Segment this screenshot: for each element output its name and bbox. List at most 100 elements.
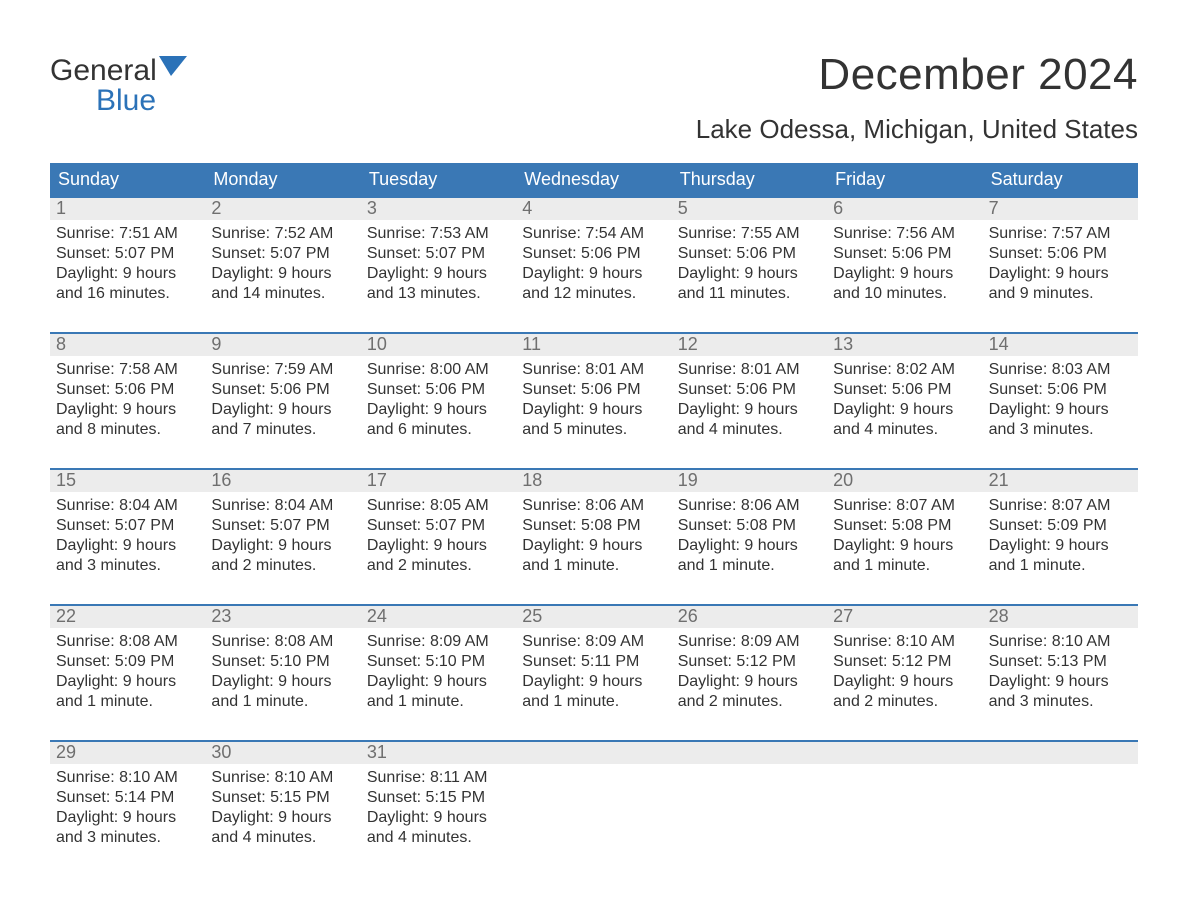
sunrise-line: Sunrise: 8:01 AM xyxy=(678,360,821,380)
sunset-line: Sunset: 5:06 PM xyxy=(522,244,665,264)
calendar-cell: Sunrise: 7:52 AMSunset: 5:07 PMDaylight:… xyxy=(205,220,360,316)
day-number: 24 xyxy=(361,606,516,628)
calendar-cell: Sunrise: 8:11 AMSunset: 5:15 PMDaylight:… xyxy=(361,764,516,860)
location: Lake Odessa, Michigan, United States xyxy=(696,114,1138,145)
brand-bottom-text: Blue xyxy=(50,86,193,116)
sunset-line: Sunset: 5:07 PM xyxy=(367,244,510,264)
day-number: 6 xyxy=(827,198,982,220)
daylight-line: Daylight: 9 hours and 1 minute. xyxy=(522,536,665,576)
calendar-cell: Sunrise: 8:09 AMSunset: 5:11 PMDaylight:… xyxy=(516,628,671,724)
sunset-line: Sunset: 5:09 PM xyxy=(989,516,1132,536)
sunrise-line: Sunrise: 8:03 AM xyxy=(989,360,1132,380)
weekday-monday: Monday xyxy=(205,163,360,196)
sunrise-line: Sunrise: 8:04 AM xyxy=(211,496,354,516)
daylight-line: Daylight: 9 hours and 10 minutes. xyxy=(833,264,976,304)
brand-flag-icon xyxy=(159,56,193,86)
day-number: 1 xyxy=(50,198,205,220)
sunrise-line: Sunrise: 8:10 AM xyxy=(989,632,1132,652)
daynum-row: 1234567 xyxy=(50,198,1138,220)
brand-logo: General Blue xyxy=(50,50,193,116)
day-number: 15 xyxy=(50,470,205,492)
daylight-line: Daylight: 9 hours and 16 minutes. xyxy=(56,264,199,304)
calendar-week: 891011121314Sunrise: 7:58 AMSunset: 5:06… xyxy=(50,332,1138,452)
calendar-cell: Sunrise: 8:06 AMSunset: 5:08 PMDaylight:… xyxy=(672,492,827,588)
day-number: 23 xyxy=(205,606,360,628)
sunrise-line: Sunrise: 8:10 AM xyxy=(211,768,354,788)
header: General Blue December 2024 Lake Odessa, … xyxy=(50,50,1138,145)
day-number: 4 xyxy=(516,198,671,220)
calendar-cell: Sunrise: 7:57 AMSunset: 5:06 PMDaylight:… xyxy=(983,220,1138,316)
sunrise-line: Sunrise: 7:53 AM xyxy=(367,224,510,244)
calendar-cell: Sunrise: 8:08 AMSunset: 5:09 PMDaylight:… xyxy=(50,628,205,724)
calendar-cell xyxy=(672,764,827,860)
sunrise-line: Sunrise: 8:01 AM xyxy=(522,360,665,380)
calendar-cell: Sunrise: 8:10 AMSunset: 5:13 PMDaylight:… xyxy=(983,628,1138,724)
calendar-cell: Sunrise: 8:08 AMSunset: 5:10 PMDaylight:… xyxy=(205,628,360,724)
sunset-line: Sunset: 5:12 PM xyxy=(833,652,976,672)
sunset-line: Sunset: 5:14 PM xyxy=(56,788,199,808)
calendar-week: 293031Sunrise: 8:10 AMSunset: 5:14 PMDay… xyxy=(50,740,1138,860)
sunrise-line: Sunrise: 8:07 AM xyxy=(833,496,976,516)
sunset-line: Sunset: 5:07 PM xyxy=(56,244,199,264)
daylight-line: Daylight: 9 hours and 5 minutes. xyxy=(522,400,665,440)
day-number: 25 xyxy=(516,606,671,628)
sunrise-line: Sunrise: 8:06 AM xyxy=(522,496,665,516)
daylight-line: Daylight: 9 hours and 3 minutes. xyxy=(989,400,1132,440)
day-number: 18 xyxy=(516,470,671,492)
sunrise-line: Sunrise: 7:59 AM xyxy=(211,360,354,380)
weekday-thursday: Thursday xyxy=(672,163,827,196)
daylight-line: Daylight: 9 hours and 2 minutes. xyxy=(211,536,354,576)
calendar-cell: Sunrise: 8:09 AMSunset: 5:12 PMDaylight:… xyxy=(672,628,827,724)
sunrise-line: Sunrise: 8:07 AM xyxy=(989,496,1132,516)
title-block: December 2024 Lake Odessa, Michigan, Uni… xyxy=(696,50,1138,145)
calendar-week: 22232425262728Sunrise: 8:08 AMSunset: 5:… xyxy=(50,604,1138,724)
calendar-cell: Sunrise: 8:01 AMSunset: 5:06 PMDaylight:… xyxy=(516,356,671,452)
daylight-line: Daylight: 9 hours and 1 minute. xyxy=(211,672,354,712)
day-number: 19 xyxy=(672,470,827,492)
sunset-line: Sunset: 5:06 PM xyxy=(56,380,199,400)
calendar-cell: Sunrise: 8:10 AMSunset: 5:14 PMDaylight:… xyxy=(50,764,205,860)
daylight-line: Daylight: 9 hours and 2 minutes. xyxy=(833,672,976,712)
daylight-line: Daylight: 9 hours and 2 minutes. xyxy=(678,672,821,712)
sunset-line: Sunset: 5:07 PM xyxy=(367,516,510,536)
sunset-line: Sunset: 5:15 PM xyxy=(211,788,354,808)
calendar-cell: Sunrise: 8:07 AMSunset: 5:09 PMDaylight:… xyxy=(983,492,1138,588)
calendar-cell xyxy=(516,764,671,860)
sunset-line: Sunset: 5:06 PM xyxy=(678,244,821,264)
calendar-cell: Sunrise: 8:10 AMSunset: 5:12 PMDaylight:… xyxy=(827,628,982,724)
day-number: 3 xyxy=(361,198,516,220)
weekday-sunday: Sunday xyxy=(50,163,205,196)
calendar-cell: Sunrise: 7:59 AMSunset: 5:06 PMDaylight:… xyxy=(205,356,360,452)
daynum-row: 15161718192021 xyxy=(50,470,1138,492)
calendar-cell: Sunrise: 8:03 AMSunset: 5:06 PMDaylight:… xyxy=(983,356,1138,452)
sunset-line: Sunset: 5:10 PM xyxy=(367,652,510,672)
sunrise-line: Sunrise: 8:10 AM xyxy=(56,768,199,788)
calendar-cell xyxy=(827,764,982,860)
daylight-line: Daylight: 9 hours and 13 minutes. xyxy=(367,264,510,304)
calendar-week: 15161718192021Sunrise: 8:04 AMSunset: 5:… xyxy=(50,468,1138,588)
daylight-line: Daylight: 9 hours and 1 minute. xyxy=(522,672,665,712)
calendar-cell: Sunrise: 7:51 AMSunset: 5:07 PMDaylight:… xyxy=(50,220,205,316)
sunset-line: Sunset: 5:06 PM xyxy=(367,380,510,400)
sunset-line: Sunset: 5:08 PM xyxy=(833,516,976,536)
day-number: 11 xyxy=(516,334,671,356)
day-number: 7 xyxy=(983,198,1138,220)
sunset-line: Sunset: 5:12 PM xyxy=(678,652,821,672)
sunset-line: Sunset: 5:07 PM xyxy=(56,516,199,536)
weekday-tuesday: Tuesday xyxy=(361,163,516,196)
sunset-line: Sunset: 5:06 PM xyxy=(833,380,976,400)
sunrise-line: Sunrise: 8:08 AM xyxy=(56,632,199,652)
day-number: 13 xyxy=(827,334,982,356)
daylight-line: Daylight: 9 hours and 3 minutes. xyxy=(56,536,199,576)
sunset-line: Sunset: 5:07 PM xyxy=(211,516,354,536)
sunrise-line: Sunrise: 8:10 AM xyxy=(833,632,976,652)
sunrise-line: Sunrise: 7:56 AM xyxy=(833,224,976,244)
day-number: 28 xyxy=(983,606,1138,628)
sunrise-line: Sunrise: 7:58 AM xyxy=(56,360,199,380)
sunrise-line: Sunrise: 8:00 AM xyxy=(367,360,510,380)
calendar-cell: Sunrise: 7:56 AMSunset: 5:06 PMDaylight:… xyxy=(827,220,982,316)
weekday-wednesday: Wednesday xyxy=(516,163,671,196)
daylight-line: Daylight: 9 hours and 3 minutes. xyxy=(56,808,199,848)
day-number: 14 xyxy=(983,334,1138,356)
sunset-line: Sunset: 5:07 PM xyxy=(211,244,354,264)
